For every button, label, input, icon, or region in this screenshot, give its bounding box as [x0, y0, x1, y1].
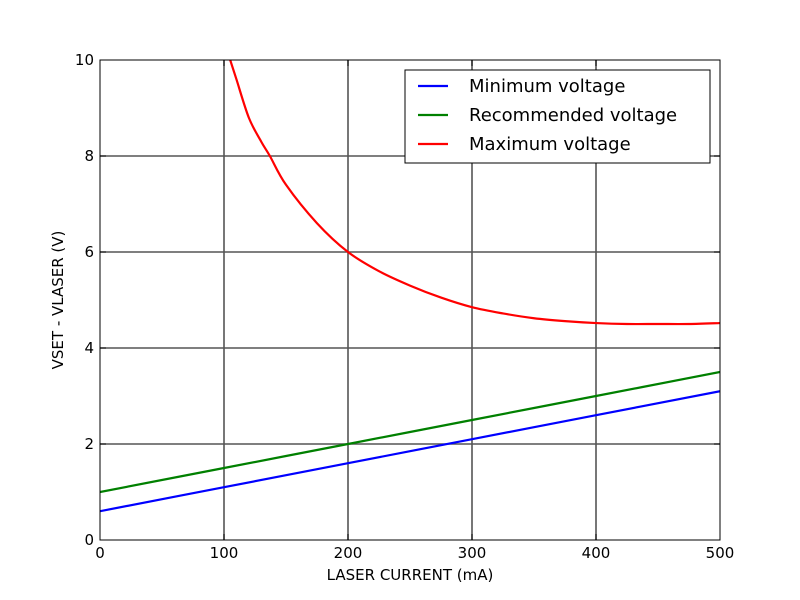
x-tick-label: 500 — [706, 544, 735, 562]
y-tick-label: 4 — [84, 339, 94, 357]
x-tick-label: 300 — [458, 544, 487, 562]
legend: Minimum voltage Recommended voltage Maximu… — [404, 69, 711, 164]
legend-label-recommended-voltage: Recommended voltage — [469, 105, 677, 126]
series-line-maximum-voltage — [229, 60, 720, 326]
y-tick-label: 10 — [75, 51, 94, 69]
series-line-recommended-voltage — [100, 370, 720, 494]
y-tick-label: 8 — [84, 147, 94, 165]
plot-frame — [99, 59, 721, 541]
x-tick-label: 200 — [334, 544, 363, 562]
series-line-minimum-voltage — [100, 390, 720, 513]
x-tick-label: 400 — [582, 544, 611, 562]
y-tick-label: 6 — [84, 243, 94, 261]
x-tick-label: 100 — [210, 544, 239, 562]
y-tick-label: 0 — [84, 531, 94, 549]
y-axis-label: VSET - VLASER (V) — [49, 231, 67, 370]
legend-box — [404, 69, 711, 164]
y-tick-label: 2 — [84, 435, 94, 453]
tick-labels: 0 100 200 300 400 500 0 2 4 6 8 10 — [75, 51, 734, 562]
x-axis-label: LASER CURRENT (mA) — [327, 566, 494, 584]
legend-label-minimum-voltage: Minimum voltage — [469, 76, 625, 97]
legend-label-maximum-voltage: Maximum voltage — [469, 134, 631, 155]
tick-marks — [99, 59, 721, 541]
series-group — [100, 60, 720, 513]
x-tick-label: 0 — [95, 544, 105, 562]
